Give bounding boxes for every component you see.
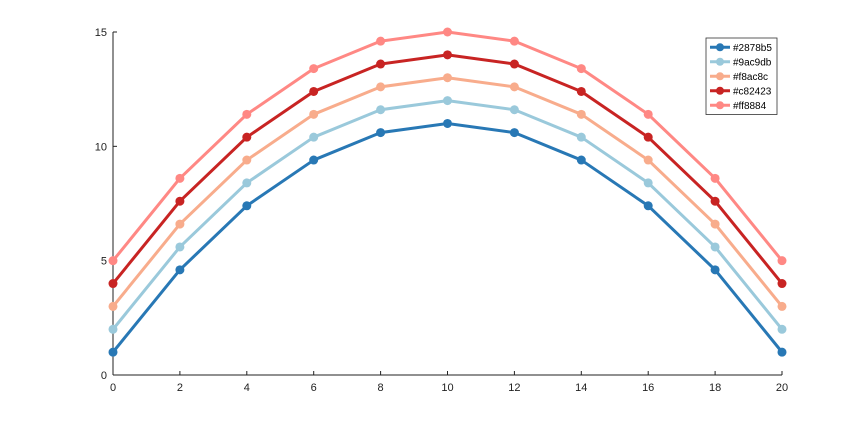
data-point (777, 324, 787, 334)
legend-swatch-marker (716, 101, 724, 110)
data-point (242, 109, 252, 119)
data-point (443, 50, 452, 60)
data-point (309, 132, 319, 142)
data-point (777, 279, 787, 289)
series-line (111, 99, 784, 331)
data-point (643, 178, 653, 188)
data-point (108, 324, 118, 334)
data-point (509, 105, 519, 115)
data-point (242, 155, 252, 165)
legend-entry: #f8ac8c (710, 72, 768, 83)
x-tick-label: 18 (709, 382, 721, 394)
legend: #2878b5 #9ac9db #f8ac8c #c82423 #ff8884 (705, 37, 778, 115)
data-point (710, 265, 720, 275)
x-tick-label: 14 (575, 382, 587, 394)
data-point (576, 132, 586, 142)
legend-label: #c82423 (733, 86, 772, 97)
data-point (576, 109, 586, 119)
y-tick-label: 15 (95, 27, 107, 39)
legend-entry: #9ac9db (710, 57, 772, 68)
data-point (443, 96, 452, 106)
series-line (111, 30, 784, 262)
series-line (111, 53, 784, 285)
series-1 (108, 96, 787, 334)
legend-label: #2878b5 (733, 43, 772, 54)
data-point (175, 265, 185, 275)
series-layer (108, 27, 787, 357)
data-point (175, 219, 185, 229)
y-tick-label: 5 (101, 256, 107, 268)
series-4 (108, 27, 787, 266)
data-point (576, 155, 586, 165)
data-point (309, 109, 319, 119)
data-point (376, 59, 386, 69)
x-tick-label: 16 (642, 382, 654, 394)
data-point (443, 73, 452, 83)
data-point (376, 105, 386, 115)
data-point (643, 132, 653, 142)
data-point (777, 347, 787, 357)
series-line (111, 121, 784, 354)
x-tick-label: 6 (311, 382, 317, 394)
data-point (576, 86, 586, 96)
data-point (643, 155, 653, 165)
series-0 (108, 118, 787, 357)
data-point (175, 173, 185, 183)
data-point (777, 301, 787, 311)
legend-swatch-marker (716, 57, 724, 66)
data-point (376, 128, 386, 138)
data-point (376, 82, 386, 92)
data-point (242, 132, 252, 142)
series-3 (108, 50, 787, 289)
legend-label: #9ac9db (733, 57, 772, 68)
x-tick-label: 12 (508, 382, 520, 394)
data-point (309, 155, 319, 165)
data-point (309, 64, 319, 74)
data-point (710, 242, 720, 252)
data-point (443, 27, 452, 37)
legend-entry: #c82423 (710, 86, 772, 97)
data-point (509, 128, 519, 138)
data-point (643, 109, 653, 119)
legend-swatch-marker (716, 86, 724, 95)
data-point (108, 279, 118, 289)
x-tick-label: 4 (244, 382, 250, 394)
data-point (509, 36, 519, 46)
data-point (242, 178, 252, 188)
data-point (175, 242, 185, 252)
data-point (175, 196, 185, 206)
data-point (108, 301, 118, 311)
x-tick-label: 0 (110, 382, 116, 394)
x-tick-label: 10 (441, 382, 453, 394)
data-point (710, 219, 720, 229)
data-point (710, 196, 720, 206)
data-point (309, 86, 319, 96)
data-point (242, 201, 252, 211)
data-point (509, 59, 519, 69)
x-tick-label: 8 (378, 382, 384, 394)
data-point (710, 173, 720, 183)
data-point (509, 82, 519, 92)
series-line (111, 76, 784, 308)
data-point (576, 64, 586, 74)
x-tick-label: 20 (776, 382, 788, 394)
axes: 0 5 10 15 0 2 4 6 8 10 12 14 16 18 20 (95, 27, 788, 394)
data-point (777, 256, 787, 266)
series-2 (108, 73, 787, 311)
legend-label: #ff8884 (733, 101, 767, 112)
legend-entry: #ff8884 (710, 101, 767, 112)
data-point (443, 118, 452, 128)
legend-label: #f8ac8c (733, 72, 768, 83)
legend-swatch-marker (716, 72, 724, 81)
y-tick-label: 10 (95, 141, 107, 153)
x-tick-label: 2 (177, 382, 183, 394)
data-point (376, 36, 386, 46)
data-point (643, 201, 653, 211)
legend-swatch-marker (716, 43, 724, 52)
data-point (108, 347, 118, 357)
y-tick-label: 0 (101, 370, 107, 382)
data-point (108, 256, 118, 266)
legend-entry: #2878b5 (710, 43, 772, 54)
